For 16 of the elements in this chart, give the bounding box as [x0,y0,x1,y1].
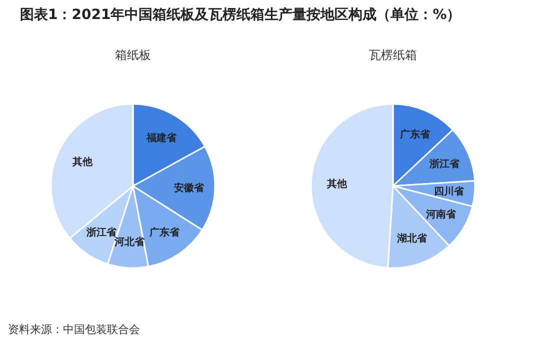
chart-subtitle: 瓦楞纸箱 [369,48,417,62]
chart-subtitle: 箱纸板 [115,48,151,62]
slice-label: 福建省 [146,132,178,144]
slice-label: 广东省 [399,128,432,141]
slice-label: 浙江省 [428,158,460,170]
slice-label: 河北省 [113,236,146,248]
slice-label: 河南省 [425,208,458,221]
slice-label: 四川省 [434,185,465,198]
slice-label: 安徽省 [174,182,205,194]
chart-title: 图表1：2021年中国箱纸板及瓦楞纸箱生产量按地区构成（单位：%） [20,6,462,24]
slice-label: 广东省 [148,226,180,238]
slice-label: 其他 [71,156,94,168]
slice-label: 湖北省 [396,232,428,245]
slice-label: 其他 [326,178,348,190]
text: 资料来源：中国包装联合会 [8,322,140,337]
slice-label: 浙江省 [86,226,118,238]
